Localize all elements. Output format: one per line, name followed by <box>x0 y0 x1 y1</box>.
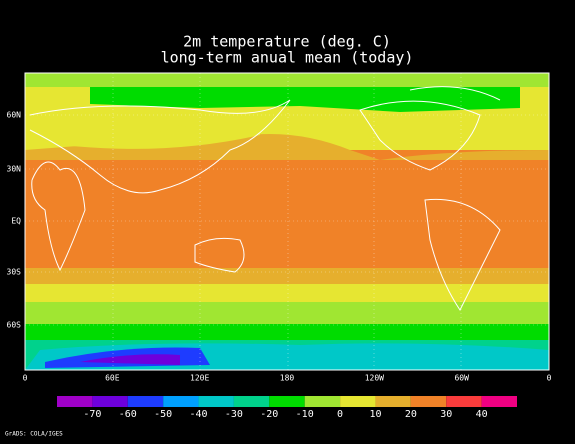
colorbar-box <box>163 396 199 407</box>
colorbar-box <box>410 396 447 407</box>
colorbar-label: -20 <box>260 409 278 420</box>
colorbar-box <box>127 396 164 407</box>
lon-label: 120W <box>365 374 384 383</box>
colorbar-box <box>269 396 305 407</box>
credit: GrADS: COLA/IGES <box>5 431 63 438</box>
colorbar-box <box>481 396 517 407</box>
lon-label: 120E <box>190 374 209 383</box>
colorbar-label: -50 <box>154 409 172 420</box>
lat-label: 30S <box>7 268 22 277</box>
colorbar-box <box>304 396 341 407</box>
lat-label: 60N <box>7 111 22 120</box>
colorbar-label: -60 <box>119 409 137 420</box>
colorbar-label: -40 <box>190 409 208 420</box>
lat-label: EQ <box>11 217 21 226</box>
colorbar-label: 30 <box>440 409 452 420</box>
lon-label: 0 <box>547 374 552 383</box>
colorbar-label: 0 <box>337 409 343 420</box>
map-frame <box>24 72 550 371</box>
lon-label: 0 <box>23 374 28 383</box>
grid-lines <box>25 73 549 370</box>
coastlines <box>29 86 501 311</box>
map-field <box>25 73 549 370</box>
colorbar-label: -70 <box>83 409 101 420</box>
lat-label: 30N <box>7 165 22 174</box>
colorbar-box <box>92 396 128 407</box>
colorbar-label: 10 <box>369 409 381 420</box>
colorbar-box <box>57 396 93 407</box>
colorbar-box <box>340 396 376 407</box>
lon-label: 60E <box>105 374 120 383</box>
colorbar-label: 20 <box>405 409 417 420</box>
colorbar-label: -10 <box>296 409 314 420</box>
colorbar-label: -30 <box>225 409 243 420</box>
title-line: long-term anual mean (today) <box>161 49 414 67</box>
colorbar-box <box>198 396 234 407</box>
lat-label: 60S <box>7 321 22 330</box>
colorbar-box <box>375 396 411 407</box>
colorbar-label: 40 <box>476 409 488 420</box>
title-line: 2m temperature (deg. C) <box>183 33 391 51</box>
colorbar-box <box>446 396 482 407</box>
lon-label: 60W <box>454 374 469 383</box>
colorbar-box <box>233 396 270 407</box>
lon-label: 180 <box>280 374 295 383</box>
